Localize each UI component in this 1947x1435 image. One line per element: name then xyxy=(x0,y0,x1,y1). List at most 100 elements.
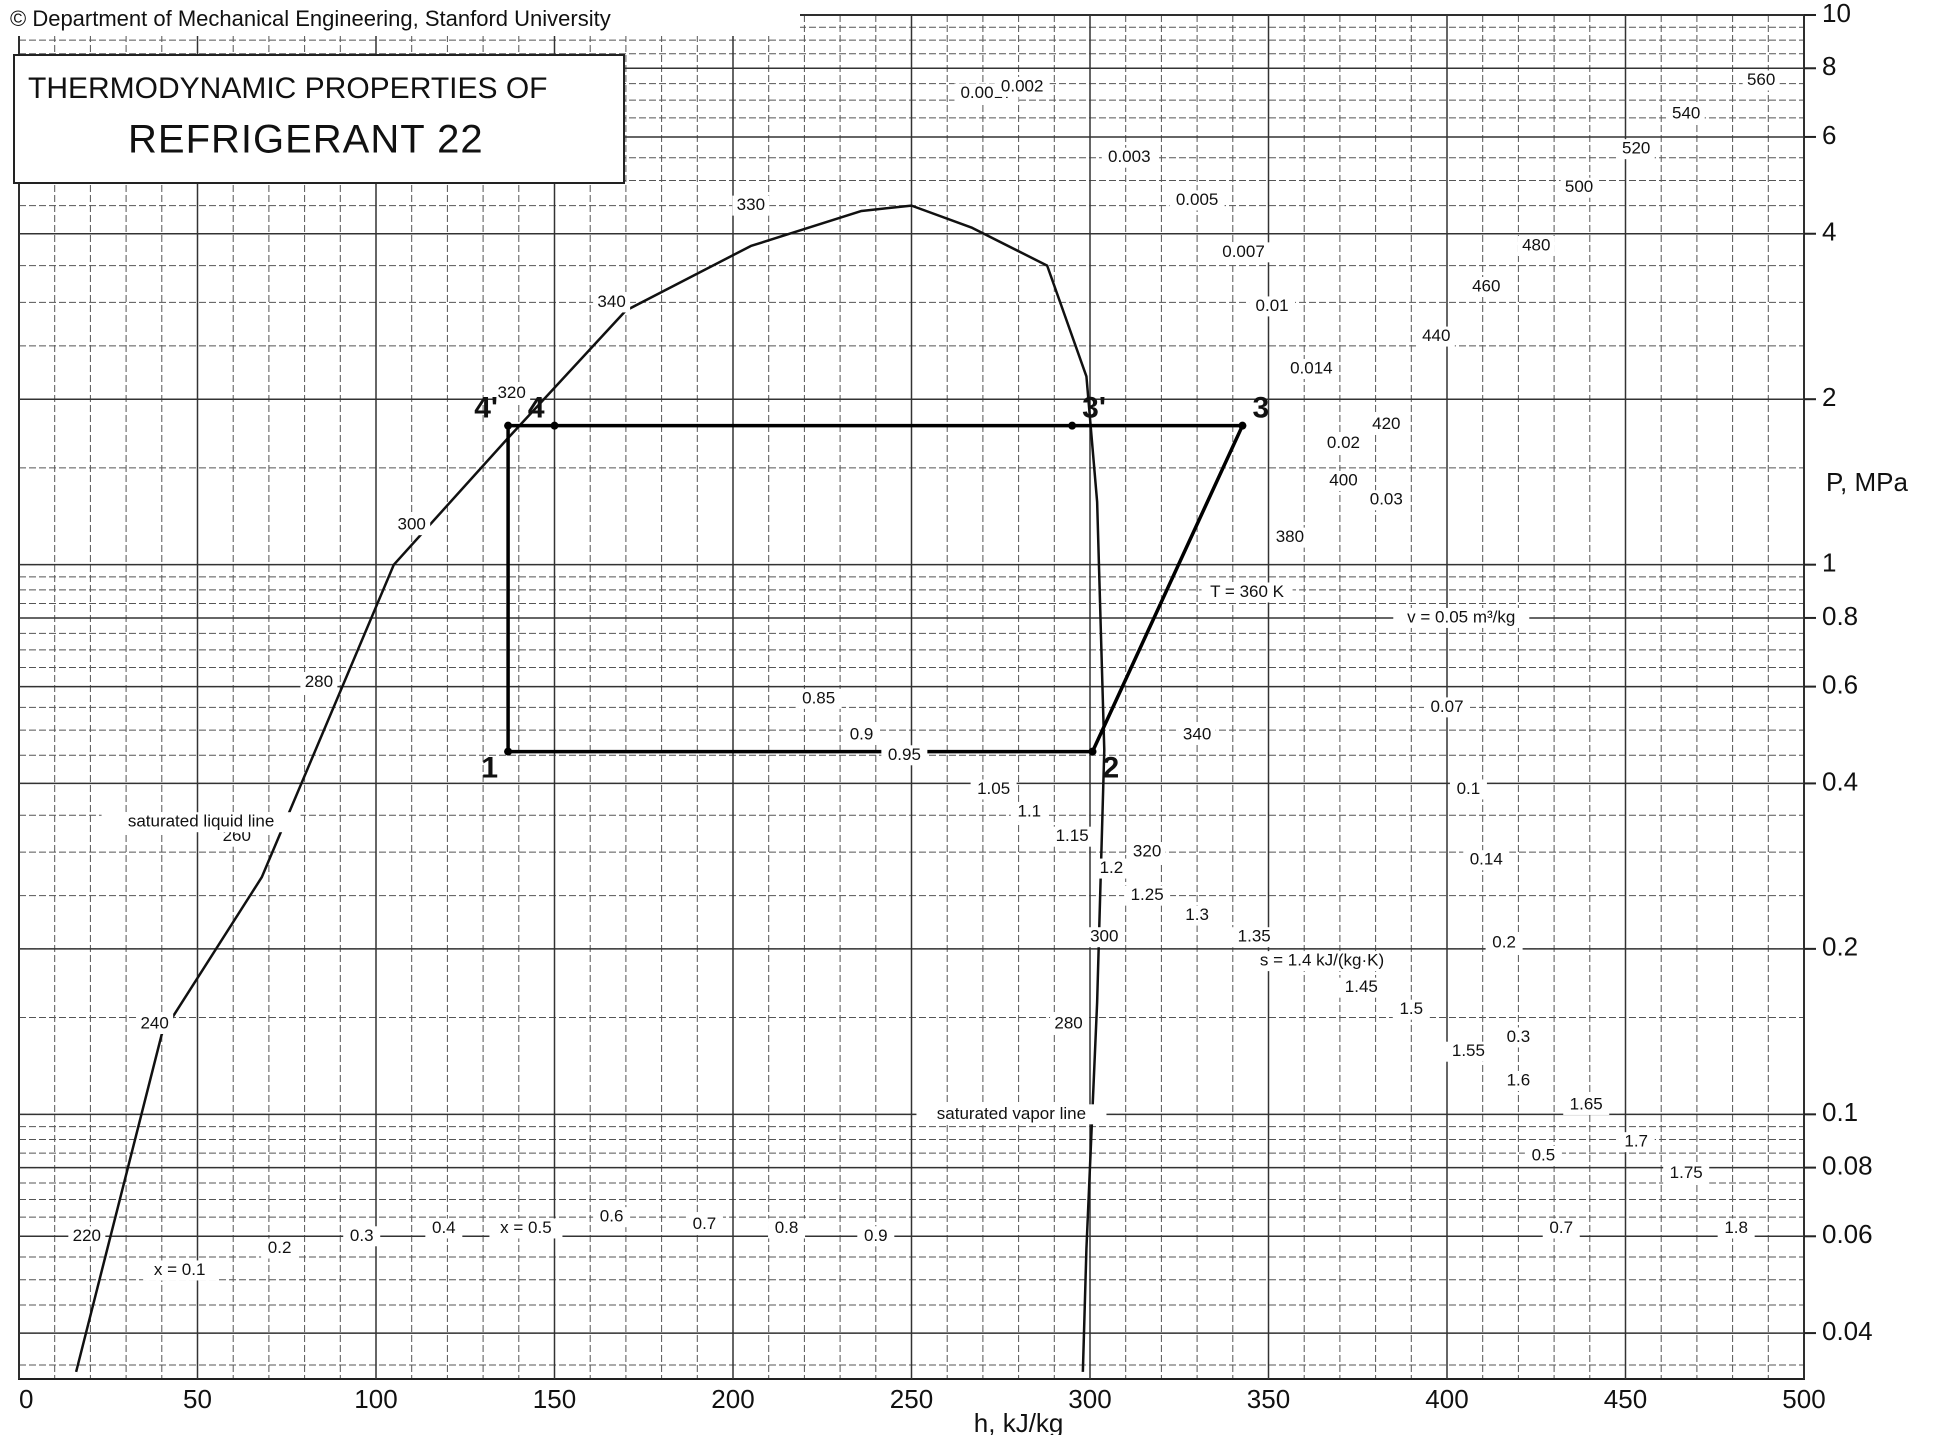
curve-label: 0.02 xyxy=(1327,433,1360,452)
state-point xyxy=(1088,748,1096,756)
curve-label: 0.03 xyxy=(1370,490,1403,509)
curve-label: 1.1 xyxy=(1017,801,1041,820)
state-label: 1 xyxy=(481,752,498,785)
curve-label: 0.014 xyxy=(1290,358,1333,377)
curve-label: 0.007 xyxy=(1222,242,1265,261)
curve-label: 280 xyxy=(1054,1013,1082,1032)
y-axis-label: P, MPa xyxy=(1826,467,1908,497)
curve-label: 1.2 xyxy=(1100,858,1124,877)
curve-label: 240 xyxy=(140,1013,168,1032)
x-tick-label: 400 xyxy=(1425,1384,1468,1414)
curve-label: 300 xyxy=(1090,927,1118,946)
curve-label: 0.8 xyxy=(775,1218,799,1237)
x-tick-label: 150 xyxy=(533,1384,576,1414)
curve-label: 500 xyxy=(1565,177,1593,196)
curve-label: 1.75 xyxy=(1670,1163,1703,1182)
curve-label: 300 xyxy=(398,515,426,534)
curve-label: 1.7 xyxy=(1624,1132,1648,1151)
curve-label: 0.3 xyxy=(350,1226,374,1245)
x-tick-label: 350 xyxy=(1247,1384,1290,1414)
curve-label: x = 0.1 xyxy=(154,1260,206,1279)
curve-label: v = 0.05 m³/kg xyxy=(1407,607,1515,626)
curve-label: 400 xyxy=(1329,470,1357,489)
curve-label: 320 xyxy=(1133,842,1161,861)
curve-label: 0.003 xyxy=(1108,147,1151,166)
curve-label: 380 xyxy=(1276,527,1304,546)
state-point xyxy=(1238,422,1246,430)
y-tick-label: 0.2 xyxy=(1822,932,1858,962)
y-tick-label: 0.04 xyxy=(1822,1316,1873,1346)
curve-label: 1.6 xyxy=(1507,1070,1531,1089)
x-tick-label: 200 xyxy=(711,1384,754,1414)
curve-label: 560 xyxy=(1747,70,1775,89)
y-tick-label: 2 xyxy=(1822,382,1836,412)
x-tick-label: 50 xyxy=(183,1384,212,1414)
curve-label: 330 xyxy=(737,195,765,214)
curve-label: 0.005 xyxy=(1176,190,1219,209)
y-tick-label: 0.08 xyxy=(1822,1150,1873,1180)
curve-label: 0.14 xyxy=(1470,850,1503,869)
x-tick-label: 300 xyxy=(1068,1384,1111,1414)
y-tick-label: 8 xyxy=(1822,51,1836,81)
state-point xyxy=(551,422,559,430)
x-tick-label: 500 xyxy=(1782,1384,1825,1414)
curve-label: 0.1 xyxy=(1457,779,1481,798)
curve-label: 0.7 xyxy=(1549,1218,1573,1237)
curve-label: 1.55 xyxy=(1452,1041,1485,1060)
curve-label: 520 xyxy=(1622,139,1650,158)
curve-label: x = 0.5 xyxy=(500,1218,552,1237)
curve-label: 0.01 xyxy=(1256,296,1289,315)
y-tick-label: 0.1 xyxy=(1822,1097,1858,1127)
curve-label: 460 xyxy=(1472,276,1500,295)
state-point xyxy=(504,748,512,756)
curve-label: 0.07 xyxy=(1430,697,1463,716)
curve-label: saturated vapor line xyxy=(937,1104,1086,1123)
chart-title: THERMODYNAMIC PROPERTIES OF xyxy=(28,72,548,105)
chart-subtitle: REFRIGERANT 22 xyxy=(128,118,484,162)
curve-label: 1.65 xyxy=(1570,1094,1603,1113)
state-point xyxy=(504,422,512,430)
curve-label: 0.9 xyxy=(864,1226,888,1245)
x-tick-label: 0 xyxy=(19,1384,33,1414)
curve-label: 1.25 xyxy=(1131,885,1164,904)
curve-label: 320 xyxy=(497,383,525,402)
x-axis-label: h, kJ/kg xyxy=(974,1408,1064,1435)
curve-label: 280 xyxy=(305,672,333,691)
curve-label: 0.002 xyxy=(1001,76,1044,95)
y-tick-label: 1 xyxy=(1822,548,1836,578)
curve-label: 1.05 xyxy=(977,779,1010,798)
curve-label: 0.85 xyxy=(802,688,835,707)
curve-label: 220 xyxy=(73,1226,101,1245)
source: © Department of Mechanical Engineering, … xyxy=(10,6,611,31)
state-label: 4 xyxy=(528,392,545,425)
curve-label: 1.8 xyxy=(1724,1218,1748,1237)
y-tick-label: 4 xyxy=(1822,217,1836,247)
curve-label: 420 xyxy=(1372,414,1400,433)
curve-label: 0.9 xyxy=(850,724,874,743)
curve-label: 440 xyxy=(1422,326,1450,345)
curve-label: saturated liquid line xyxy=(128,812,274,831)
y-tick-label: 0.06 xyxy=(1822,1219,1873,1249)
y-tick-label: 10 xyxy=(1822,0,1851,28)
curve-label: 480 xyxy=(1522,235,1550,254)
curve-label: 1.45 xyxy=(1345,977,1378,996)
curve-label: s = 1.4 kJ/(kg·K) xyxy=(1260,951,1384,970)
curve-label: 0.7 xyxy=(693,1214,717,1233)
curve-label: 0.95 xyxy=(888,745,921,764)
curve-label: 0.4 xyxy=(432,1218,456,1237)
curve-label: 1.3 xyxy=(1185,905,1209,924)
state-point xyxy=(1068,422,1076,430)
curve-label: 0.2 xyxy=(268,1238,292,1257)
curve-label: 0.3 xyxy=(1507,1027,1531,1046)
y-tick-label: 0.6 xyxy=(1822,669,1858,699)
state-label: 4' xyxy=(474,392,498,425)
curve-label: 1.15 xyxy=(1056,826,1089,845)
curve-label: 340 xyxy=(1183,724,1211,743)
curve-label: 0.5 xyxy=(1532,1145,1556,1164)
x-tick-label: 100 xyxy=(354,1384,397,1414)
background xyxy=(0,0,1947,1435)
y-tick-label: 0.4 xyxy=(1822,766,1858,796)
curve-label: 540 xyxy=(1672,104,1700,123)
x-tick-label: 450 xyxy=(1604,1384,1647,1414)
curve-label: 340 xyxy=(597,292,625,311)
